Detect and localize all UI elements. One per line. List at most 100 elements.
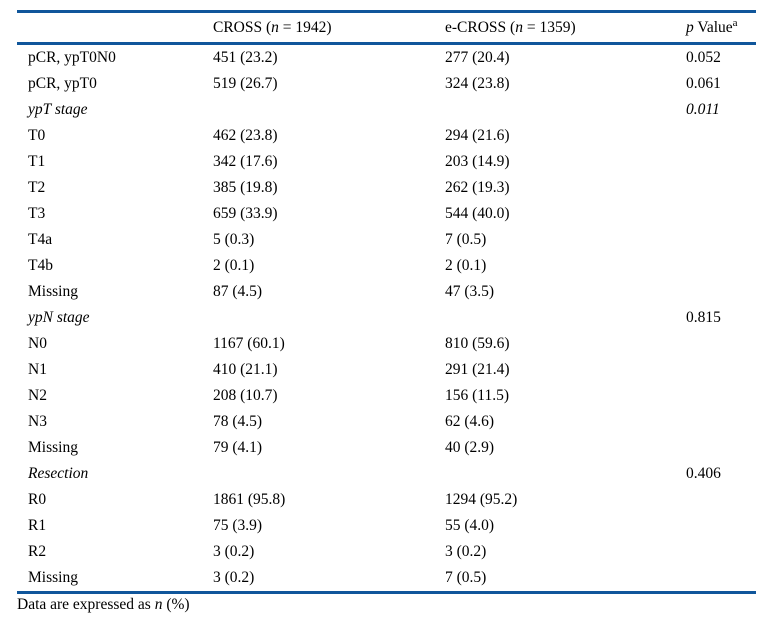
cross-value-cell — [213, 97, 445, 123]
n-symbol: n — [271, 18, 279, 36]
pvalue-cell — [686, 357, 756, 383]
cross-value-cell: 75 (3.9) — [213, 517, 263, 534]
ecross-value-cell: 544 (40.0) — [445, 205, 510, 222]
row-label-cell: N3 — [28, 413, 47, 430]
pvalue-cell — [686, 149, 756, 175]
table-row: pCR, ypT0 519 (26.7) 324 (23.8) 0.061 — [17, 71, 756, 97]
cross-value-cell: 342 (17.6) — [213, 153, 278, 170]
row-label-cell: T4b — [28, 257, 53, 274]
ecross-value-cell: 40 (2.9) — [445, 439, 495, 456]
pvalue-cell — [686, 435, 756, 461]
table-row: T0 462 (23.8) 294 (21.6) — [17, 123, 756, 149]
table-row: ypN stage 0.815 — [17, 305, 756, 331]
pvalue-cell — [686, 487, 756, 513]
row-label-cell: Resection — [28, 465, 89, 482]
ecross-value-cell: 2 (0.1) — [445, 257, 487, 274]
footnote-marker-a: a — [732, 16, 738, 29]
table-row: pCR, ypT0N0 451 (23.2) 277 (20.4) 0.052 — [17, 44, 756, 72]
header-row: CROSS (n = 1942) e-CROSS (n = 1359) p Va… — [17, 11, 756, 44]
cross-value-cell: 79 (4.1) — [213, 439, 263, 456]
table-row: R0 1861 (95.8) 1294 (95.2) — [17, 487, 756, 513]
row-label-cell: R1 — [28, 517, 47, 534]
table-row: N1 410 (21.1) 291 (21.4) — [17, 357, 756, 383]
cross-value-cell: 519 (26.7) — [213, 75, 278, 92]
ecross-value-cell: 47 (3.5) — [445, 283, 495, 300]
header-cross-cell: CROSS (n = 1942) — [213, 12, 445, 44]
table-row: Missing 87 (4.5) 47 (3.5) — [17, 279, 756, 305]
ecross-value-cell: 203 (14.9) — [445, 153, 510, 170]
n-symbol: n — [154, 596, 163, 613]
pvalue-cell — [686, 201, 756, 227]
ecross-value-cell: 1294 (95.2) — [445, 491, 518, 508]
pvalue-cell — [686, 253, 756, 279]
ecross-value-cell: 262 (19.3) — [445, 179, 510, 196]
table-row: N3 78 (4.5) 62 (4.6) — [17, 409, 756, 435]
table-row: T4a 5 (0.3) 7 (0.5) — [17, 227, 756, 253]
cross-value-cell: 462 (23.8) — [213, 127, 278, 144]
table-row: N0 1167 (60.1) 810 (59.6) — [17, 331, 756, 357]
table-row: T4b 2 (0.1) 2 (0.1) — [17, 253, 756, 279]
row-label-cell: N0 — [28, 335, 47, 352]
row-label-cell: T1 — [28, 153, 46, 170]
ecross-header-text: e-CROSS (n = 1359) — [445, 18, 576, 36]
n-symbol: n — [515, 18, 523, 36]
ecross-value-cell: 810 (59.6) — [445, 335, 510, 352]
row-label-cell: T3 — [28, 205, 46, 222]
pvalue-cell — [686, 175, 756, 201]
pvalue-cell: 0.406 — [686, 465, 721, 482]
ecross-value-cell: 7 (0.5) — [445, 231, 487, 248]
row-label-cell: pCR, ypT0 — [28, 75, 97, 92]
pvalue-cell — [686, 539, 756, 565]
table-row: Missing 3 (0.2) 7 (0.5) — [17, 565, 756, 593]
pvalue-cell — [686, 383, 756, 409]
row-label-cell: N2 — [28, 387, 47, 404]
row-label-cell: R2 — [28, 543, 47, 560]
cross-value-cell: 78 (4.5) — [213, 413, 263, 430]
pvalue-cell — [686, 227, 756, 253]
pvalue-cell — [686, 565, 756, 593]
ecross-value-cell — [445, 305, 686, 331]
ecross-value-cell: 156 (11.5) — [445, 387, 509, 404]
pvalue-cell — [686, 513, 756, 539]
ecross-value-cell: 3 (0.2) — [445, 543, 487, 560]
pvalue-cell — [686, 279, 756, 305]
row-label-cell: R0 — [28, 491, 47, 508]
row-label-cell: Missing — [28, 283, 78, 300]
pvalue-cell: 0.052 — [686, 49, 721, 66]
table-row: T2 385 (19.8) 262 (19.3) — [17, 175, 756, 201]
row-label-cell: Missing — [28, 569, 78, 586]
pvalue-header-text: p Valuea — [686, 16, 738, 36]
row-label-cell: ypN stage — [28, 309, 90, 326]
header-ecross-cell: e-CROSS (n = 1359) — [445, 12, 686, 44]
ecross-value-cell: 7 (0.5) — [445, 569, 487, 586]
cross-value-cell: 410 (21.1) — [213, 361, 278, 378]
ecross-value-cell: 291 (21.4) — [445, 361, 510, 378]
table-body: pCR, ypT0N0 451 (23.2) 277 (20.4) 0.052 … — [17, 44, 756, 593]
row-label-cell: pCR, ypT0N0 — [28, 49, 116, 66]
ecross-value-cell: 294 (21.6) — [445, 127, 510, 144]
statistics-table: CROSS (n = 1942) e-CROSS (n = 1359) p Va… — [17, 10, 756, 594]
header-label-cell — [17, 12, 213, 44]
cross-value-cell: 659 (33.9) — [213, 205, 278, 222]
p-symbol: p — [686, 18, 694, 36]
pvalue-cell: 0.011 — [686, 101, 720, 118]
row-label-cell: T2 — [28, 179, 46, 196]
table-row: T3 659 (33.9) 544 (40.0) — [17, 201, 756, 227]
cross-value-cell: 3 (0.2) — [213, 543, 255, 560]
row-label-cell: T0 — [28, 127, 46, 144]
pvalue-cell — [686, 409, 756, 435]
cross-value-cell: 2 (0.1) — [213, 257, 255, 274]
pvalue-cell — [686, 331, 756, 357]
statistics-table-wrapper: CROSS (n = 1942) e-CROSS (n = 1359) p Va… — [17, 10, 756, 594]
cross-header-text: CROSS (n = 1942) — [213, 18, 332, 36]
table-row: N2 208 (10.7) 156 (11.5) — [17, 383, 756, 409]
table-header: CROSS (n = 1942) e-CROSS (n = 1359) p Va… — [17, 11, 756, 44]
cross-value-cell — [213, 461, 445, 487]
cross-value-cell: 208 (10.7) — [213, 387, 278, 404]
table-row: R2 3 (0.2) 3 (0.2) — [17, 539, 756, 565]
row-label-cell: ypT stage — [28, 101, 88, 118]
pvalue-cell: 0.815 — [686, 309, 721, 326]
cross-value-cell: 87 (4.5) — [213, 283, 263, 300]
ecross-value-cell: 324 (23.8) — [445, 75, 510, 92]
